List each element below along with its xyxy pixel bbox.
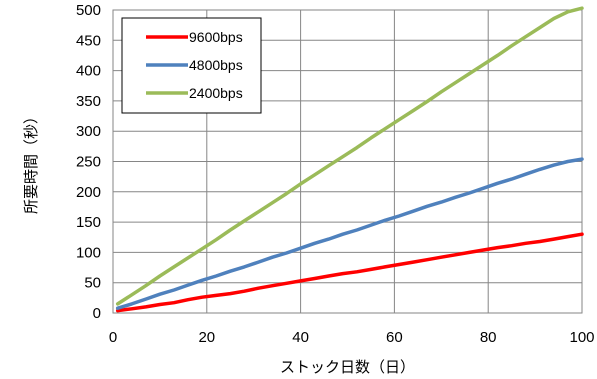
y-tick-label: 0 <box>93 305 101 322</box>
y-tick-label: 400 <box>76 63 101 80</box>
x-tick-label: 80 <box>480 329 497 346</box>
x-tick-label: 40 <box>292 329 309 346</box>
y-tick-label: 250 <box>76 154 101 171</box>
y-tick-label: 450 <box>76 32 101 49</box>
legend: 9600bps 4800bps 2400bps <box>121 17 262 114</box>
legend-box <box>121 17 262 114</box>
x-tick-label: 100 <box>569 329 594 346</box>
x-axis-title: ストック日数（日） <box>280 358 415 376</box>
legend-label: 9600bps <box>189 29 243 45</box>
y-axis-title: 所要時間（秒） <box>22 109 40 214</box>
y-tick-label: 100 <box>76 244 101 261</box>
series-line-2400bps <box>115 6 584 306</box>
x-tick-label: 20 <box>198 329 215 346</box>
y-tick-label: 50 <box>84 275 101 292</box>
series-line-4800bps <box>115 157 584 310</box>
y-tick-label: 200 <box>76 184 101 201</box>
y-tick-label: 500 <box>76 2 101 19</box>
series-lines <box>115 6 584 313</box>
legend-label: 4800bps <box>189 57 243 73</box>
y-tick-label: 150 <box>76 214 101 231</box>
legend-label: 2400bps <box>189 85 243 101</box>
x-tick-label: 60 <box>386 329 403 346</box>
x-tick-label: 0 <box>109 329 117 346</box>
series-line-9600bps <box>115 232 584 313</box>
plot-area-border <box>112 9 583 314</box>
y-tick-label: 300 <box>76 123 101 140</box>
y-tick-label: 350 <box>76 93 101 110</box>
tick-labels: 0 50 100 150 200 250 300 350 400 450 500 0 20 40 60 80 1… <box>76 2 595 346</box>
